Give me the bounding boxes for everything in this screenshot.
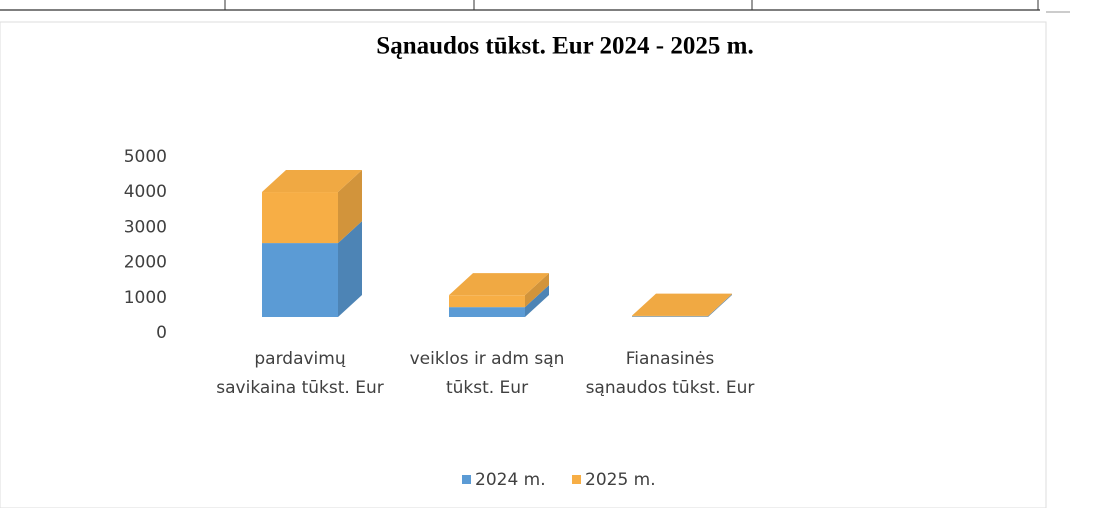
legend-label: 2025 m. <box>585 470 656 490</box>
bar-top <box>449 273 549 296</box>
bar-front <box>632 315 708 317</box>
legend-swatch <box>572 475 581 484</box>
bar-front <box>262 243 338 317</box>
bar-side <box>708 293 732 317</box>
bar-front <box>449 307 525 317</box>
y-tick-label: 0 <box>156 323 167 343</box>
y-tick-label: 2000 <box>124 253 167 273</box>
y-tick-label: 1000 <box>124 288 167 308</box>
bar-front <box>632 316 708 317</box>
bar-side <box>708 294 732 317</box>
y-tick-label: 5000 <box>124 147 167 167</box>
bar-front <box>262 192 338 244</box>
y-tick-label: 3000 <box>124 217 167 237</box>
legend-label: 2024 m. <box>475 470 546 490</box>
bar-side <box>338 170 362 244</box>
x-tick-label: veiklos ir adm sąn tūkst. Eur <box>409 349 565 398</box>
x-tick-label: pardavimų savikaina tūkst. Eur <box>216 349 384 398</box>
bar-top <box>262 170 362 193</box>
chart-title: Sąnaudos tūkst. Eur 2024 - 2025 m. <box>376 33 753 60</box>
legend-swatch <box>462 475 471 484</box>
bar-side <box>525 273 549 308</box>
bar-side <box>338 221 362 317</box>
bar-top <box>632 293 732 316</box>
bar-side <box>525 285 549 317</box>
chart-frame <box>0 21 1047 508</box>
bar-front <box>449 295 525 308</box>
x-tick-label: Fianasinės sąnaudos tūkst. Eur <box>585 349 755 398</box>
y-tick-label: 4000 <box>124 182 167 202</box>
